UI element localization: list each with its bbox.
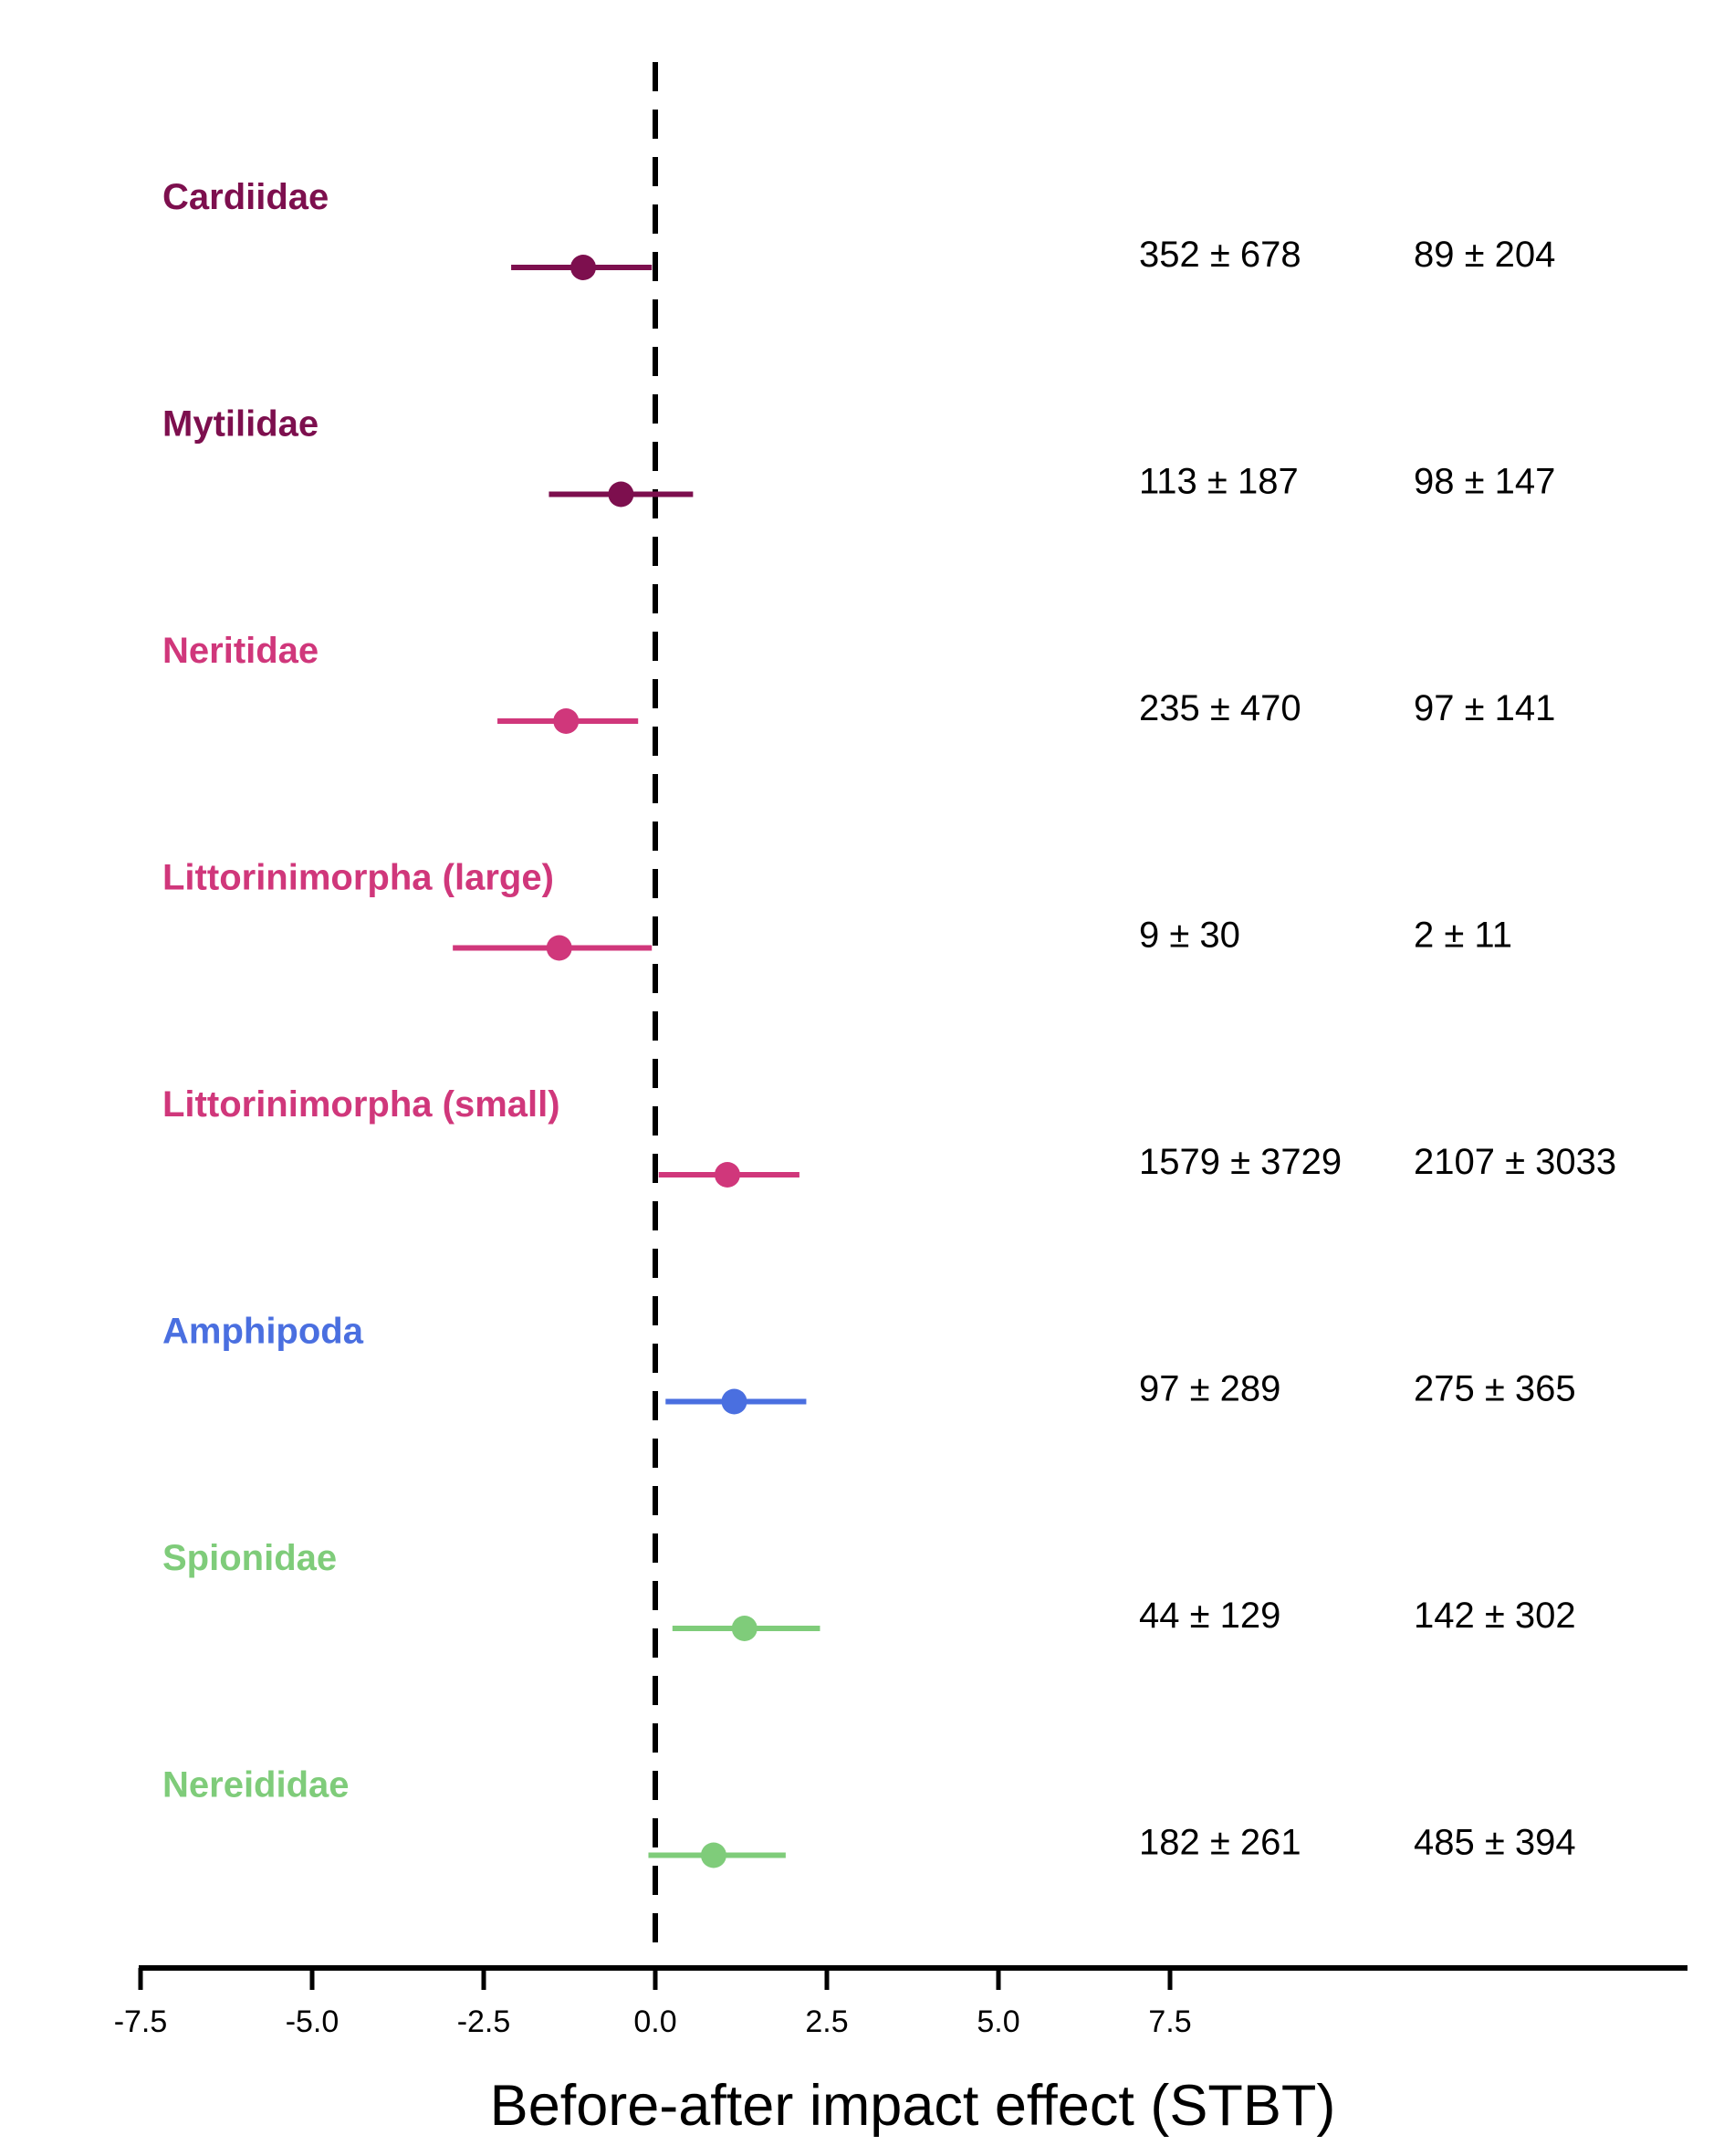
effect-estimate-point xyxy=(700,1842,726,1868)
x-tick-label: 0.0 xyxy=(633,2004,676,2039)
after-value: 485 ± 394 xyxy=(1414,1823,1576,1863)
effect-estimate-point xyxy=(570,255,597,280)
effect-estimate-point xyxy=(714,1162,740,1188)
after-value: 98 ± 147 xyxy=(1414,462,1555,502)
before-value: 182 ± 261 xyxy=(1139,1823,1301,1863)
x-axis-ticks: -7.5 -5.0 -2.5 0.0 2.5 5.0 7.5 xyxy=(114,1968,1192,2039)
x-tick-label: -5.0 xyxy=(286,2004,340,2039)
x-tick-label: 2.5 xyxy=(805,2004,848,2039)
effect-estimate-point xyxy=(731,1616,758,1641)
before-value: 1579 ± 3729 xyxy=(1139,1142,1342,1182)
taxon-label: Amphipoda xyxy=(162,1312,364,1352)
forest-row: Cardiidae 352 ± 678 89 ± 204 xyxy=(162,177,1555,280)
before-value: 9 ± 30 xyxy=(1139,916,1240,956)
effect-estimate-point xyxy=(546,935,572,961)
before-value: 97 ± 289 xyxy=(1139,1369,1280,1409)
x-tick-label: 5.0 xyxy=(977,2004,1019,2039)
forest-row: Amphipoda 97 ± 289 275 ± 365 xyxy=(162,1312,1576,1415)
taxon-label: Mytilidae xyxy=(162,404,319,445)
x-tick-label: -2.5 xyxy=(457,2004,511,2039)
forest-row: Mytilidae 113 ± 187 98 ± 147 xyxy=(162,404,1555,508)
before-value: 113 ± 187 xyxy=(1139,462,1299,502)
effect-estimate-point xyxy=(608,481,634,508)
x-tick-label: 7.5 xyxy=(1148,2004,1191,2039)
after-value: 89 ± 204 xyxy=(1414,235,1555,275)
after-value: 97 ± 141 xyxy=(1414,688,1555,728)
forest-rows: Cardiidae 352 ± 678 89 ± 204 Mytilidae 113 ±… xyxy=(162,177,1616,1868)
taxon-label: Nereididae xyxy=(162,1765,350,1805)
x-tick-label: -7.5 xyxy=(114,2004,168,2039)
forest-row: Nereididae 182 ± 261 485 ± 394 xyxy=(162,1765,1576,1868)
after-value: 275 ± 365 xyxy=(1414,1369,1576,1409)
taxon-label: Cardiidae xyxy=(162,177,329,217)
after-value: 142 ± 302 xyxy=(1414,1596,1576,1636)
forest-row: Spionidae 44 ± 129 142 ± 302 xyxy=(162,1538,1576,1641)
before-value: 44 ± 129 xyxy=(1139,1596,1280,1636)
taxon-label: Littorinimorpha (small) xyxy=(162,1084,560,1125)
after-value: 2107 ± 3033 xyxy=(1414,1142,1616,1182)
forest-row: Littorinimorpha (large) 9 ± 30 2 ± 11 xyxy=(162,858,1512,961)
before-value: 352 ± 678 xyxy=(1139,235,1301,275)
taxon-label: Neritidae xyxy=(162,631,319,671)
forest-row: Neritidae 235 ± 470 97 ± 141 xyxy=(162,631,1555,734)
effect-estimate-point xyxy=(553,708,580,734)
taxon-label: Spionidae xyxy=(162,1538,337,1578)
forest-row: Littorinimorpha (small) 1579 ± 3729 2107 ±… xyxy=(162,1084,1616,1188)
after-value: 2 ± 11 xyxy=(1414,916,1512,956)
before-value: 235 ± 470 xyxy=(1139,688,1301,728)
effect-estimate-point xyxy=(721,1388,747,1415)
taxon-label: Littorinimorpha (large) xyxy=(162,858,554,898)
x-axis-title: Before-after impact effect (STBT) xyxy=(490,2074,1336,2138)
